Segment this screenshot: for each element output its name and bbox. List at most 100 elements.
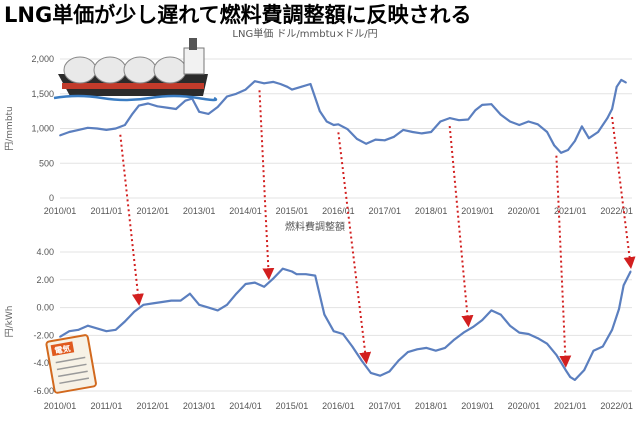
data-point: [527, 333, 530, 335]
data-point: [611, 328, 613, 331]
data-point: [618, 308, 620, 310]
data-point: [490, 103, 493, 106]
data-point: [96, 327, 99, 330]
bill-line: [59, 377, 90, 385]
data-point: [499, 313, 502, 316]
data-point: [574, 140, 576, 142]
data-point: [207, 113, 210, 115]
electricity-bill-icon: 電気: [45, 334, 97, 394]
data-point: [369, 372, 372, 374]
data-point: [272, 81, 275, 83]
data-point: [555, 353, 558, 356]
data-point: [444, 347, 446, 349]
data-point: [161, 301, 163, 303]
data-point: [314, 274, 317, 277]
data-point: [253, 281, 256, 284]
y-tick-label: -6.00: [33, 386, 54, 396]
lng-tanker-icon: [53, 38, 218, 102]
data-point: [546, 131, 549, 133]
data-point: [509, 120, 511, 123]
data-point: [77, 128, 80, 131]
data-point: [263, 82, 266, 85]
data-point: [434, 349, 437, 352]
data-point: [151, 302, 154, 305]
data-point: [114, 127, 117, 130]
data-point: [244, 88, 247, 91]
tank-dome: [93, 56, 127, 84]
data-point: [397, 359, 400, 362]
y-tick-label: 4.00: [36, 247, 54, 257]
data-point: [420, 132, 423, 135]
data-point: [536, 123, 539, 126]
x-tick-label: 2021/01: [554, 401, 587, 411]
data-point: [481, 103, 484, 106]
data-point: [68, 330, 71, 333]
data-point: [323, 313, 326, 316]
tank-dome: [63, 56, 97, 84]
data-point: [235, 292, 238, 295]
data-point: [346, 128, 349, 131]
data-point: [402, 128, 405, 131]
data-point: [59, 335, 61, 338]
y-axis-label: 円/mmbtu: [4, 106, 15, 151]
data-point: [156, 105, 159, 108]
data-point: [179, 299, 182, 302]
bill-line: [56, 363, 87, 371]
data-point: [207, 306, 210, 309]
x-tick-label: 2013/01: [183, 401, 216, 411]
x-tick-label: 2011/01: [90, 206, 122, 216]
data-point: [133, 310, 136, 313]
data-point: [629, 270, 632, 273]
data-point: [198, 110, 201, 113]
data-point: [490, 309, 493, 312]
x-tick-label: 2015/01: [276, 401, 309, 411]
lag-arrow: [555, 155, 572, 368]
chart-title: 燃料費調整額: [285, 220, 345, 233]
data-point: [474, 109, 477, 112]
data-point: [263, 285, 266, 288]
data-point: [253, 80, 256, 83]
data-point: [286, 85, 289, 88]
data-point: [147, 102, 150, 105]
data-point: [281, 267, 284, 270]
data-point: [300, 85, 303, 88]
x-tick-label: 2016/01: [322, 206, 355, 216]
x-tick-label: 2012/01: [137, 401, 170, 411]
data-point: [216, 106, 219, 108]
data-point: [351, 345, 354, 348]
lag-arrow: [448, 125, 474, 328]
x-tick-label: 2020/01: [508, 206, 541, 216]
data-point: [309, 83, 312, 85]
data-point: [216, 309, 219, 312]
x-tick-label: 2010/01: [44, 401, 77, 411]
data-point: [365, 142, 368, 145]
data-point: [226, 95, 228, 98]
x-tick-label: 2017/01: [368, 206, 401, 216]
data-point: [124, 124, 126, 126]
data-point: [560, 151, 562, 154]
y-axis-label: 円/kWh: [4, 306, 15, 338]
tank-dome: [153, 56, 187, 84]
data-point: [137, 104, 140, 107]
data-point: [587, 137, 590, 140]
data-point: [374, 138, 377, 141]
data-point: [574, 378, 576, 381]
data-point: [509, 324, 511, 327]
data-point: [342, 333, 344, 335]
data-point: [165, 106, 168, 109]
x-tick-label: 2012/01: [137, 206, 170, 216]
data-point: [499, 113, 502, 116]
bill-line: [58, 370, 88, 378]
data-point: [332, 330, 335, 333]
ship-stripe: [62, 83, 204, 89]
water-wave: [53, 94, 218, 102]
data-point: [184, 99, 187, 102]
data-point: [142, 303, 145, 306]
bill-line: [55, 356, 86, 364]
data-point: [592, 349, 595, 352]
data-point: [411, 131, 414, 133]
data-point: [360, 359, 363, 362]
data-point: [458, 119, 460, 122]
data-point: [467, 118, 470, 121]
